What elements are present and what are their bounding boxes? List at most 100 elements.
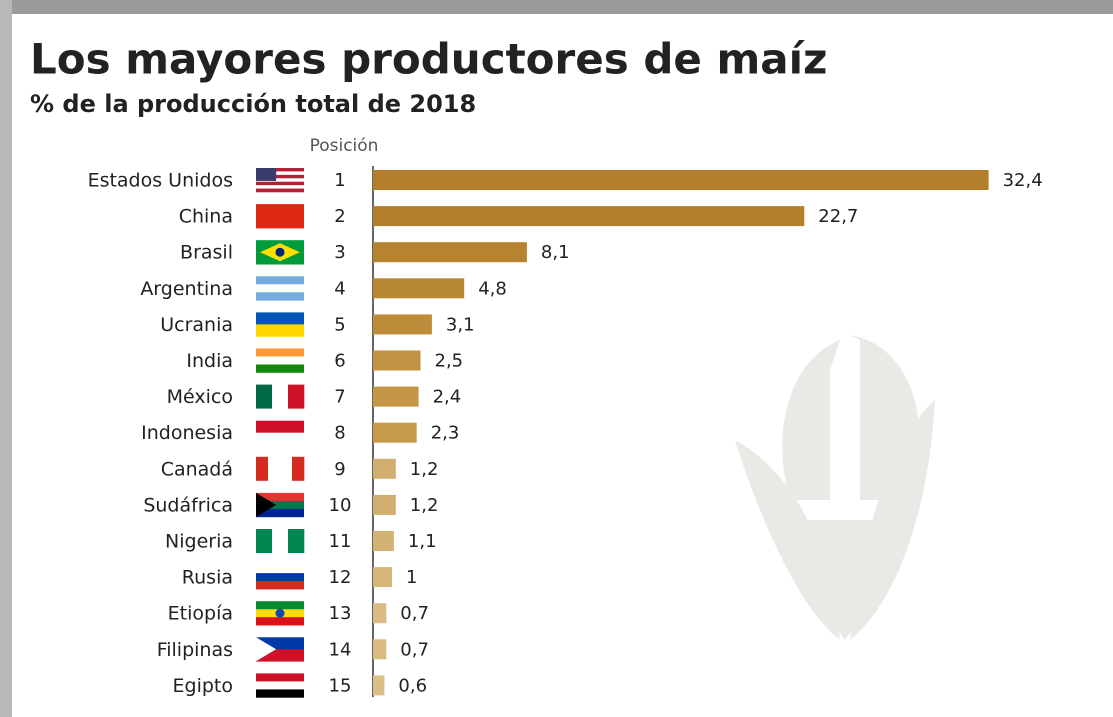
flag-icon bbox=[256, 312, 304, 337]
flag-stripe bbox=[256, 348, 304, 357]
flag-stripe bbox=[256, 185, 304, 189]
flag-stripe bbox=[256, 178, 304, 183]
flag-icon bbox=[256, 565, 304, 590]
bar bbox=[373, 567, 392, 588]
category-label: China bbox=[179, 206, 233, 228]
flag-stripe bbox=[256, 276, 304, 285]
flag-stripe bbox=[256, 364, 304, 373]
flag-icon bbox=[256, 420, 304, 445]
flag-emblem bbox=[275, 608, 285, 618]
position-label: 4 bbox=[334, 278, 345, 299]
flag-icon bbox=[256, 492, 304, 518]
flag-stripe bbox=[256, 581, 304, 590]
flag-stripe bbox=[256, 529, 273, 553]
flag-stripe bbox=[256, 508, 304, 518]
flag-stripe bbox=[280, 456, 293, 481]
flag-stripe bbox=[256, 500, 304, 510]
flag-stripe bbox=[256, 681, 304, 690]
value-label: 1,2 bbox=[410, 495, 439, 516]
flag-stripe bbox=[256, 617, 304, 626]
flag-stripe bbox=[256, 174, 304, 179]
position-label: 1 bbox=[334, 170, 345, 191]
value-label: 1,2 bbox=[410, 459, 439, 480]
position-label: 3 bbox=[334, 242, 345, 263]
value-label: 3,1 bbox=[446, 314, 475, 335]
category-label: Indonesia bbox=[141, 422, 233, 444]
flag-stripe bbox=[256, 432, 304, 445]
top-frame bbox=[0, 0, 1113, 14]
flag-stripe bbox=[256, 168, 304, 172]
category-label: Filipinas bbox=[157, 639, 233, 661]
category-label: India bbox=[186, 350, 233, 372]
flag-stripe bbox=[256, 673, 304, 682]
flag-stripe bbox=[288, 529, 305, 553]
position-label: 14 bbox=[329, 639, 352, 660]
value-label: 8,1 bbox=[541, 242, 570, 263]
flag-icon bbox=[256, 637, 304, 662]
category-label: Canadá bbox=[161, 458, 233, 480]
value-label: 0,7 bbox=[400, 603, 429, 624]
flag-stripe bbox=[256, 356, 304, 365]
position-label: 2 bbox=[334, 206, 345, 227]
flag-stripe bbox=[256, 601, 304, 610]
flag-stripe bbox=[256, 384, 273, 409]
value-label: 2,4 bbox=[433, 387, 462, 408]
flag-stripe bbox=[256, 312, 304, 325]
flag-stripe bbox=[256, 292, 304, 301]
category-label: México bbox=[167, 386, 233, 408]
flag-icon bbox=[256, 240, 304, 265]
category-label: Rusia bbox=[182, 567, 233, 589]
category-label: Argentina bbox=[140, 278, 233, 300]
flag-icon bbox=[256, 348, 304, 373]
flag-stripe bbox=[268, 456, 281, 481]
bar bbox=[373, 603, 387, 624]
flag-icon bbox=[256, 168, 304, 193]
position-header: Posición bbox=[310, 136, 379, 156]
flag-stripe bbox=[288, 384, 305, 409]
bar bbox=[373, 242, 527, 263]
chart-title: Los mayores productores de maíz bbox=[30, 35, 827, 84]
flag-stripe bbox=[256, 181, 304, 186]
flag-stripe bbox=[272, 384, 289, 409]
position-label: 7 bbox=[334, 387, 345, 408]
value-label: 0,6 bbox=[398, 675, 427, 696]
position-label: 11 bbox=[329, 531, 352, 552]
position-label: 15 bbox=[329, 675, 352, 696]
flag-stripe bbox=[256, 689, 304, 698]
position-label: 6 bbox=[334, 351, 345, 372]
category-label: Ucrania bbox=[160, 314, 233, 336]
bar bbox=[373, 350, 421, 371]
flag-stripe bbox=[292, 456, 305, 481]
bar bbox=[373, 422, 417, 443]
bar bbox=[373, 170, 989, 190]
position-label: 8 bbox=[334, 423, 345, 444]
bar bbox=[373, 675, 385, 696]
value-label: 0,7 bbox=[400, 639, 429, 660]
flag-triangle bbox=[256, 492, 277, 517]
bar bbox=[373, 206, 805, 227]
left-frame bbox=[0, 0, 12, 717]
bar bbox=[373, 531, 394, 551]
bar bbox=[373, 494, 396, 515]
value-label: 1 bbox=[406, 567, 417, 588]
flag-stripe bbox=[256, 492, 304, 502]
flag-icon bbox=[256, 456, 305, 481]
value-label: 4,8 bbox=[478, 278, 507, 299]
flag-icon bbox=[256, 529, 305, 553]
flag-stripe bbox=[256, 171, 304, 176]
bar bbox=[373, 386, 419, 407]
flag-stripe bbox=[256, 284, 304, 293]
bar bbox=[373, 458, 396, 479]
flag-icon bbox=[256, 673, 304, 698]
corn-watermark bbox=[735, 335, 935, 640]
position-label: 13 bbox=[329, 603, 352, 624]
position-label: 9 bbox=[334, 459, 345, 480]
flag-triangle bbox=[256, 637, 277, 662]
position-label: 12 bbox=[329, 567, 352, 588]
flag-stripe bbox=[256, 456, 269, 481]
bar bbox=[373, 278, 465, 299]
flag-icon bbox=[256, 276, 304, 301]
bar bbox=[373, 314, 432, 335]
